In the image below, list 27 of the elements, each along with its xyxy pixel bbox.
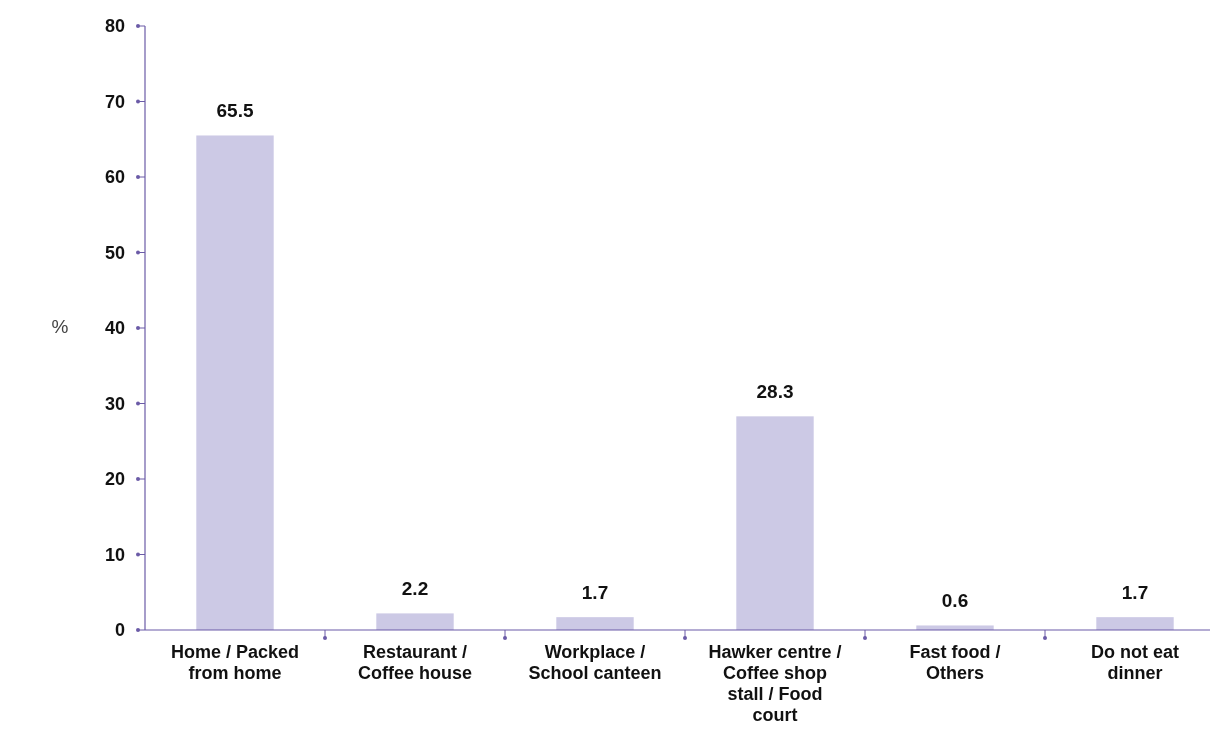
bar (556, 617, 634, 630)
y-tick-label: 80 (104, 16, 125, 37)
x-tick-label: Hawker centre / Coffee shop stall / Food court (708, 642, 842, 725)
y-tick-label: 30 (104, 393, 125, 414)
bar (376, 613, 454, 630)
data-label: 65.5 (216, 100, 254, 122)
bar (1096, 617, 1174, 630)
y-tick-label: 20 (104, 469, 125, 490)
bar (196, 135, 274, 630)
y-axis-title: % (51, 316, 69, 337)
x-tick-label: Workplace / School canteen (528, 642, 662, 683)
data-label: 1.7 (581, 582, 609, 604)
data-label: 1.7 (1121, 582, 1149, 604)
data-label: 28.3 (756, 381, 794, 403)
x-tick-label: Restaurant / Coffee house (357, 642, 473, 683)
bar (736, 416, 814, 630)
data-label: 2.2 (401, 578, 429, 600)
y-tick-label: 50 (104, 242, 125, 263)
y-tick-label: 0 (114, 620, 125, 641)
data-label: 0.6 (941, 590, 969, 612)
x-tick-label: Fast food / Others (909, 642, 1001, 683)
y-tick-label: 70 (104, 91, 125, 112)
y-tick-label: 60 (104, 167, 125, 188)
x-tick-label: Home / Packed from home (170, 642, 300, 683)
x-tick-label: Do not eat dinner (1091, 642, 1179, 683)
y-tick-label: 10 (104, 544, 125, 565)
y-tick-label: 40 (104, 318, 125, 339)
